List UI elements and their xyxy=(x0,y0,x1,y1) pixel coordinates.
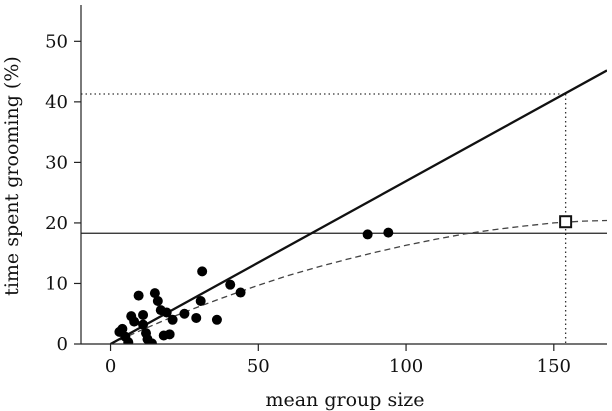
data-point xyxy=(235,287,246,298)
data-point xyxy=(129,316,140,327)
y-tick-label: 30 xyxy=(45,152,68,173)
data-point xyxy=(123,337,134,344)
fitted-curve xyxy=(110,219,607,344)
regression-line xyxy=(109,69,607,344)
x-axis-label: mean group size xyxy=(265,389,424,411)
y-tick-label: 50 xyxy=(45,31,68,52)
data-point xyxy=(383,227,394,238)
data-point xyxy=(225,279,236,290)
data-point xyxy=(161,307,172,318)
data-point xyxy=(138,309,149,320)
y-axis-label: time spent grooming (%) xyxy=(1,56,23,296)
data-point xyxy=(362,229,373,240)
plot-area xyxy=(81,69,607,344)
x-tick-label: 0 xyxy=(105,356,116,377)
x-tick-label: 50 xyxy=(247,356,270,377)
data-point xyxy=(146,338,157,344)
data-point xyxy=(179,308,190,319)
data-point xyxy=(195,296,206,307)
data-point xyxy=(133,290,144,301)
data-point xyxy=(197,266,208,277)
data-point xyxy=(211,314,222,325)
data-point xyxy=(164,329,175,340)
data-point xyxy=(167,314,178,325)
plot-clip-group xyxy=(81,69,607,344)
prediction-marker xyxy=(559,215,573,229)
data-point xyxy=(149,288,160,299)
data-point xyxy=(138,319,149,330)
y-tick-label: 20 xyxy=(45,213,68,234)
data-point xyxy=(117,323,128,334)
y-tick-label: 0 xyxy=(57,334,68,355)
x-tick-label: 100 xyxy=(389,356,423,377)
data-point xyxy=(152,296,163,307)
axes: 0 50 100 150 0 10 20 30 40 50 xyxy=(45,5,607,377)
y-tick-label: 40 xyxy=(45,92,68,113)
x-tick-label: 150 xyxy=(537,356,571,377)
y-tick-label: 10 xyxy=(45,273,68,294)
data-point xyxy=(191,312,202,323)
